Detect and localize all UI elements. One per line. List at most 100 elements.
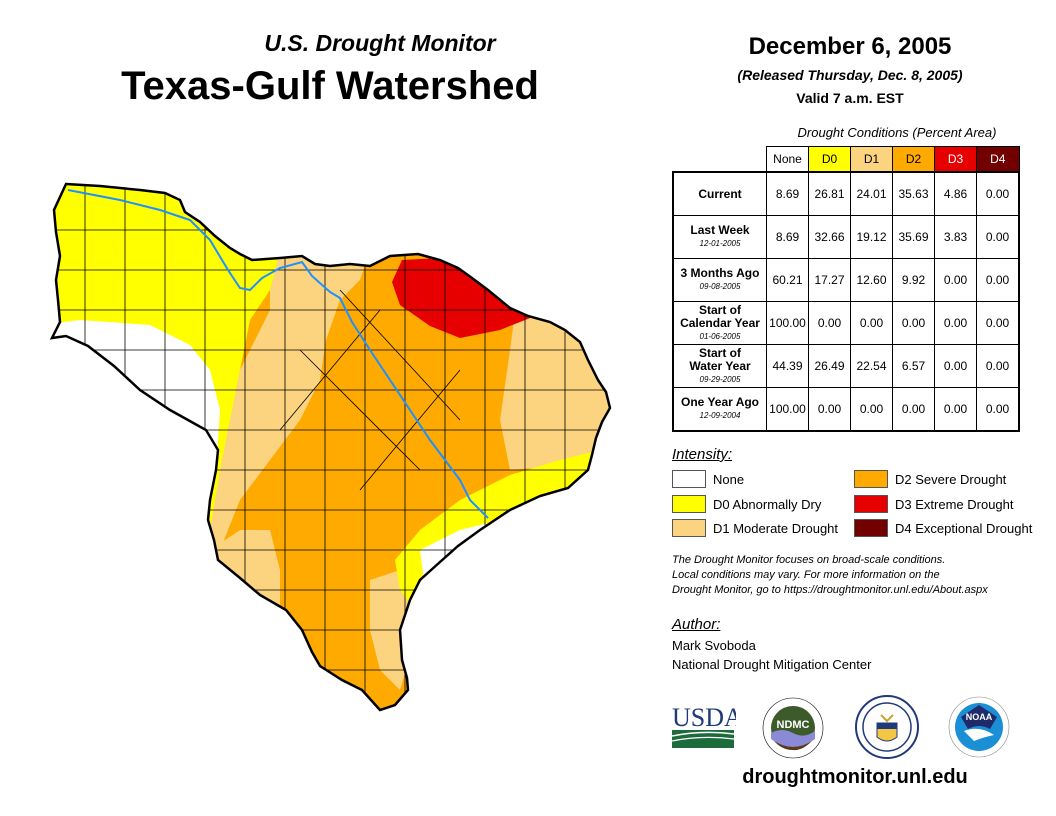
column-header-d1: D1	[850, 146, 893, 173]
legend-item-d3: D3 Extreme Drought	[854, 495, 1014, 513]
row-label-text: Last Week	[690, 223, 750, 237]
row-label-text: 3 Months Ago	[680, 266, 760, 280]
legend-item-d4: D4 Exceptional Drought	[854, 519, 1032, 537]
table-cell: 0.00	[850, 301, 893, 345]
legend-swatch	[854, 470, 888, 488]
legend-label: D2 Severe Drought	[895, 471, 1007, 487]
legend-swatch	[854, 519, 888, 537]
table-cell: 9.92	[892, 258, 935, 302]
row-label: 3 Months Ago 09-08-2005	[672, 258, 767, 302]
d3-area	[392, 258, 530, 338]
legend-label: D0 Abnormally Dry	[713, 496, 822, 512]
legend-item-d1: D1 Moderate Drought	[672, 519, 838, 537]
table-row: Current 8.69 26.81 24.01 35.63 4.86 0.00	[672, 171, 1020, 216]
author-heading: Author:	[672, 616, 721, 633]
drought-conditions-table: None D0 D1 D2 D3 D4 Current 8.69 26.81 24.0…	[672, 146, 1020, 432]
table-row: Start of Calendar Year 01-06-2005 100.00 0.0…	[672, 301, 1020, 345]
table-cell: 0.00	[976, 301, 1020, 345]
table-cell: 44.39	[766, 344, 809, 388]
table-cell: 26.49	[808, 344, 851, 388]
row-label-text-2: Calendar Year	[680, 315, 760, 330]
map-title: Texas-Gulf Watershed	[121, 64, 539, 108]
table-cell: 35.69	[892, 215, 935, 259]
table-cell: 24.01	[850, 171, 893, 216]
table-cell: 0.00	[934, 258, 977, 302]
table-cell: 17.27	[808, 258, 851, 302]
table-row: Last Week 12-01-2005 8.69 32.66 19.12 35.69 3.…	[672, 215, 1020, 259]
table-cell: 35.63	[892, 171, 935, 216]
table-cell: 19.12	[850, 215, 893, 259]
row-label-text: Current	[698, 186, 742, 201]
row-date: 01-06-2005	[699, 331, 741, 341]
ndmc-logo-text: NDMC	[777, 719, 810, 731]
table-cell: 0.00	[850, 387, 893, 432]
usda-logo-text: USDA	[672, 703, 736, 732]
table-cell: 0.00	[892, 387, 935, 432]
noaa-logo: NOAA	[948, 696, 1010, 758]
table-row: Start of Water Year 09-29-2005 44.39 26.49 22…	[672, 344, 1020, 388]
table-cell: 32.66	[808, 215, 851, 259]
row-date: 09-08-2005	[699, 282, 741, 291]
table-cell: 0.00	[976, 258, 1020, 302]
legend-heading: Intensity:	[672, 446, 733, 463]
commerce-logo	[855, 695, 919, 759]
column-header-none: None	[766, 146, 809, 173]
river	[67, 189, 489, 519]
table-cell: 12.60	[850, 258, 893, 302]
row-label-text-2: Water Year	[689, 358, 751, 373]
legend-swatch	[672, 495, 706, 513]
table-cell: 6.57	[892, 344, 935, 388]
release-date: (Released Thursday, Dec. 8, 2005)	[737, 67, 963, 83]
row-date: 12-01-2005	[699, 239, 741, 248]
column-header-d2: D2	[892, 146, 935, 173]
row-label: Start of Water Year 09-29-2005	[672, 344, 767, 388]
table-cell: 0.00	[976, 215, 1020, 259]
row-label-text: Start of	[699, 345, 741, 360]
table-header-row: None D0 D1 D2 D3 D4	[673, 146, 1020, 173]
legend-label: D3 Extreme Drought	[895, 496, 1014, 512]
map-subtitle: U.S. Drought Monitor	[264, 30, 496, 56]
valid-time: Valid 7 a.m. EST	[796, 90, 904, 106]
table-cell: 100.00	[766, 301, 809, 345]
table-cell: 0.00	[808, 301, 851, 345]
drought-map	[50, 182, 612, 712]
author-name: Mark Svoboda	[672, 638, 756, 653]
row-label: Current	[672, 171, 767, 216]
row-label: Last Week 12-01-2005	[672, 215, 767, 259]
legend-swatch	[854, 495, 888, 513]
table-cell: 3.83	[934, 215, 977, 259]
table-cell: 60.21	[766, 258, 809, 302]
column-header-d0: D0	[808, 146, 851, 173]
table-cell: 0.00	[934, 387, 977, 432]
row-label: One Year Ago 12-09-2004	[672, 387, 767, 432]
table-caption: Drought Conditions (Percent Area)	[797, 125, 997, 140]
legend-swatch	[672, 470, 706, 488]
column-header-d4: D4	[976, 146, 1020, 173]
row-label-text: Start of	[699, 302, 741, 317]
website-url[interactable]: droughtmonitor.unl.edu	[742, 766, 968, 788]
ndmc-logo: NDMC	[762, 697, 824, 759]
noaa-logo-text: NOAA	[966, 712, 993, 722]
note-line: Local conditions may vary. For more info…	[672, 569, 940, 581]
author-organization: National Drought Mitigation Center	[672, 657, 872, 672]
table-cell: 4.86	[934, 171, 977, 216]
table-cell: 0.00	[976, 344, 1020, 388]
row-label-text: One Year Ago	[680, 395, 760, 409]
table-row: 3 Months Ago 09-08-2005 60.21 17.27 12.60 9.9…	[672, 258, 1020, 302]
row-date: 09-29-2005	[699, 374, 741, 384]
row-label: Start of Calendar Year 01-06-2005	[672, 301, 767, 345]
legend-label: None	[713, 471, 745, 487]
table-cell: 100.00	[766, 387, 809, 432]
row-date: 12-09-2004	[699, 411, 741, 420]
legend-swatch	[672, 519, 706, 537]
legend-label: D4 Exceptional Drought	[895, 520, 1033, 536]
table-cell: 22.54	[850, 344, 893, 388]
usda-logo: USDA	[672, 703, 736, 748]
table-row: One Year Ago 12-09-2004 100.00 0.00 0.00 0.00…	[672, 387, 1020, 432]
table-cell: 8.69	[766, 171, 809, 216]
legend-label: D1 Moderate Drought	[713, 520, 839, 536]
table-cell: 0.00	[934, 301, 977, 345]
table-cell: 26.81	[808, 171, 851, 216]
column-header-d3: D3	[934, 146, 977, 173]
legend-item-d2: D2 Severe Drought	[854, 470, 1006, 488]
